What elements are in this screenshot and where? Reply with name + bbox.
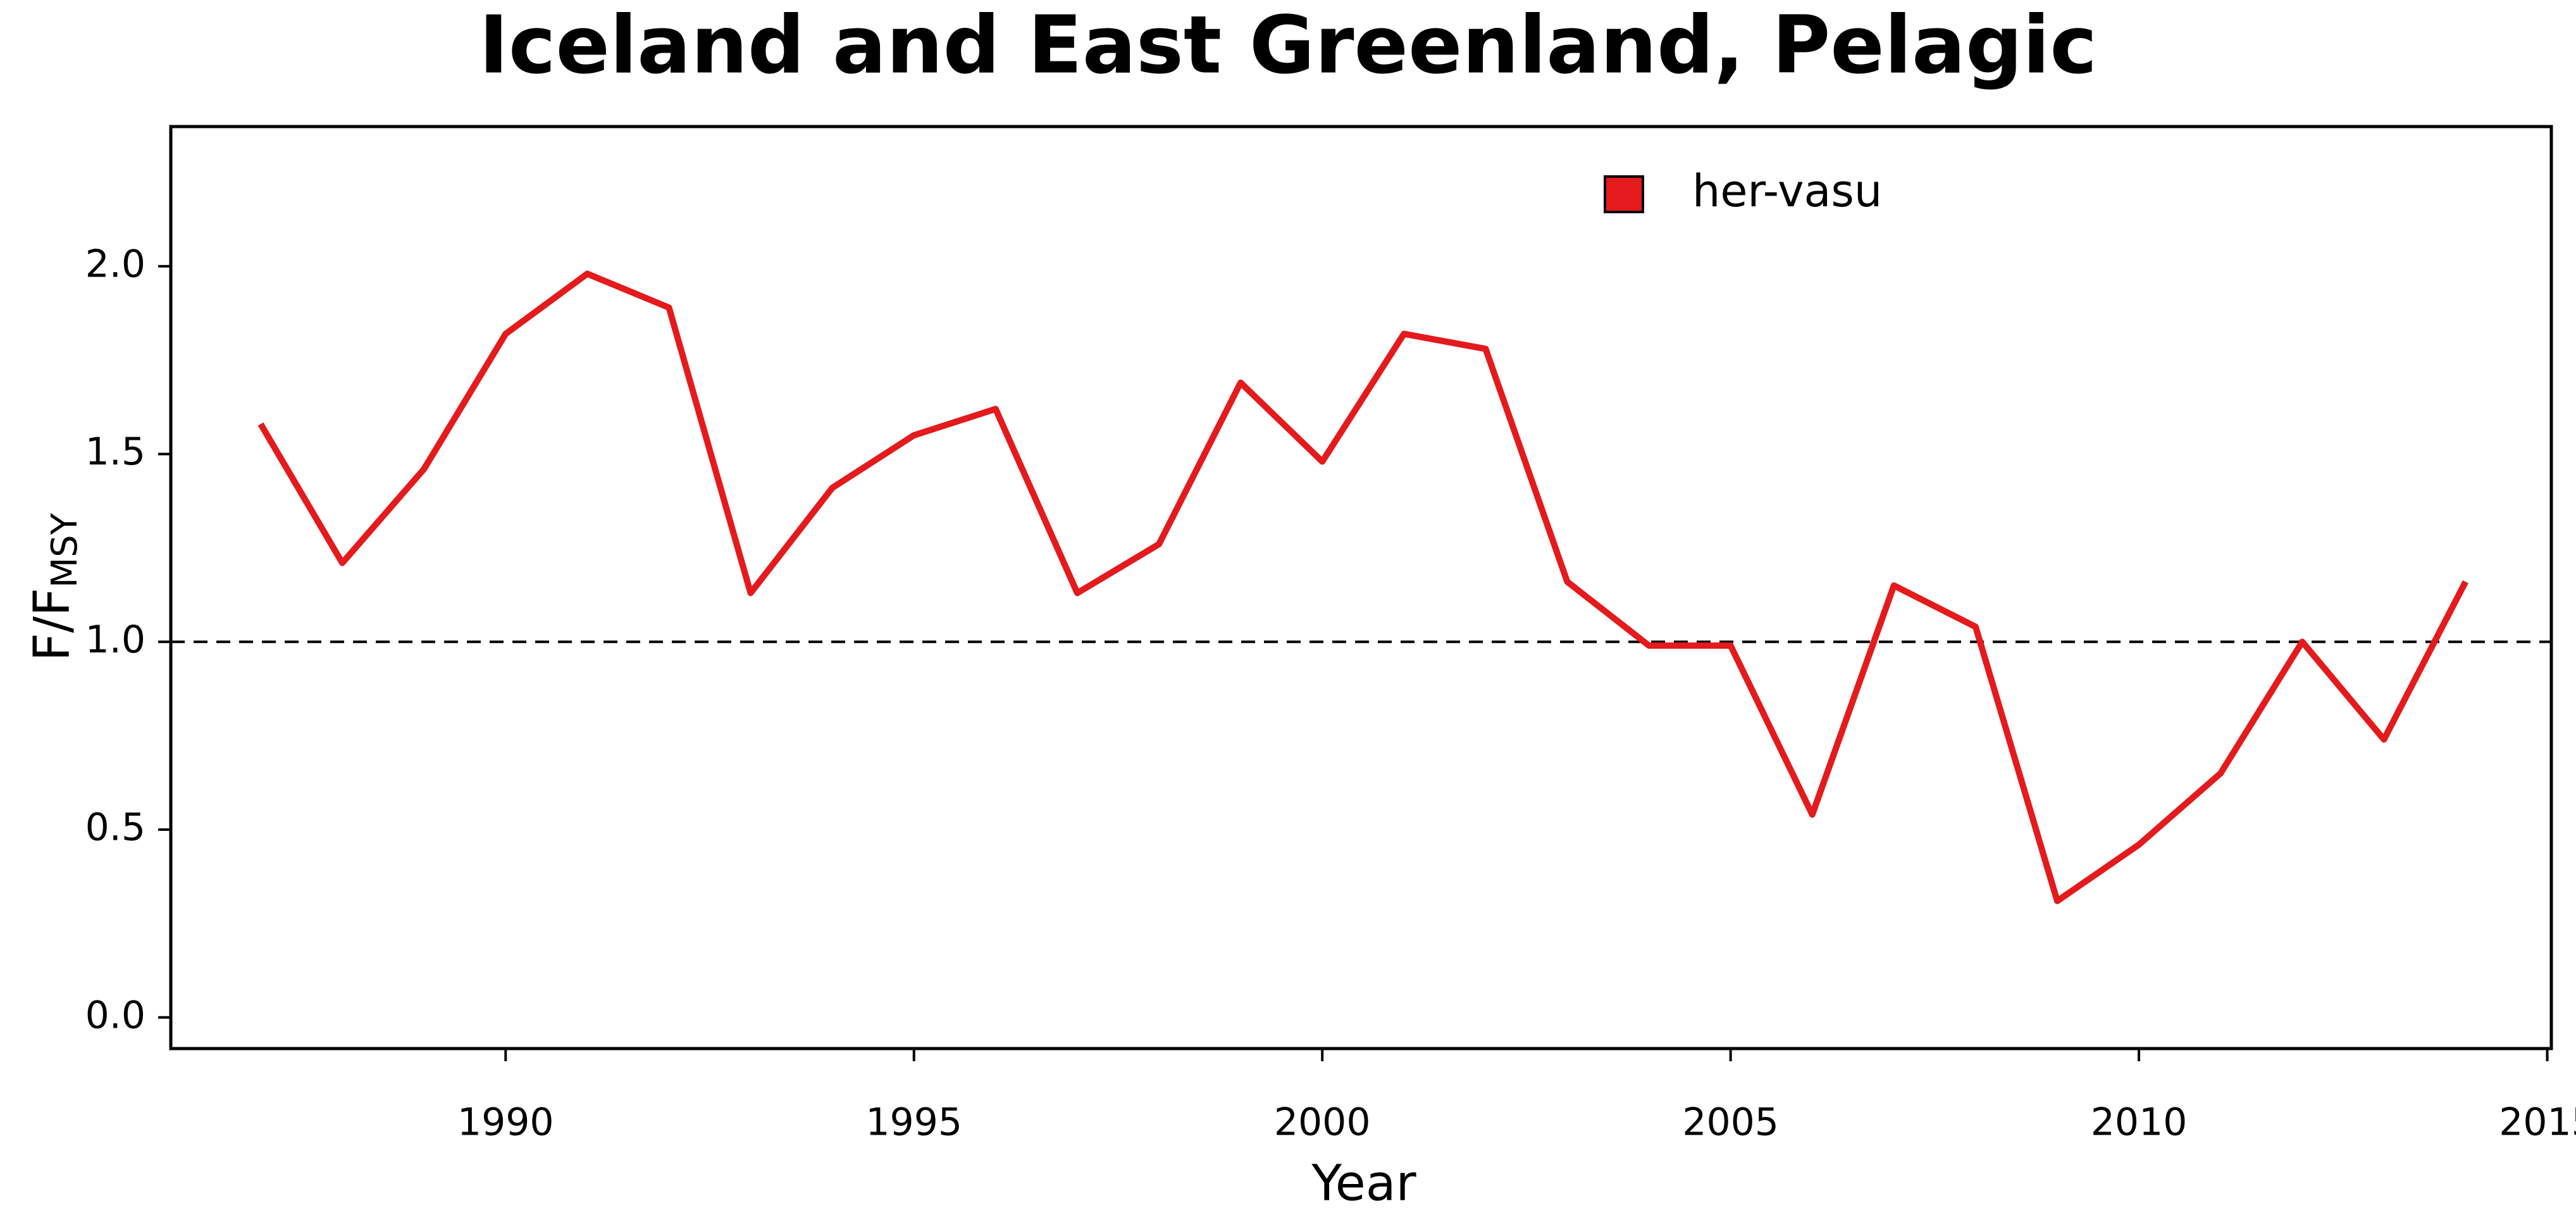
y-tick-label: 0.0	[85, 993, 146, 1037]
x-tick-label: 1990	[457, 1100, 554, 1145]
x-axis-label: Year	[1311, 1155, 1416, 1212]
legend-swatch	[1604, 175, 1644, 213]
y-tick-label: 0.5	[85, 806, 146, 850]
y-axis-label-main: F/F	[24, 588, 81, 661]
plot-frame	[169, 125, 2553, 1050]
x-tick-label: 1995	[865, 1100, 962, 1145]
y-tick-label: 1.0	[85, 618, 146, 662]
chart-title: Iceland and East Greenland, Pelagic	[479, 0, 2097, 92]
data-line	[257, 270, 2468, 904]
y-axis-label-sub: MSY	[44, 513, 85, 588]
y-tick-label: 2.0	[85, 242, 146, 286]
y-axis-label: F/FMSY	[24, 513, 85, 661]
x-tick-label: 2000	[1274, 1100, 1371, 1145]
x-tick-label: 2010	[2091, 1100, 2188, 1145]
y-tick-label: 1.5	[85, 430, 146, 474]
legend-label: her-vasu	[1692, 165, 1882, 217]
x-tick-label: 2015	[2499, 1100, 2576, 1145]
x-tick-label: 2005	[1682, 1100, 1779, 1145]
